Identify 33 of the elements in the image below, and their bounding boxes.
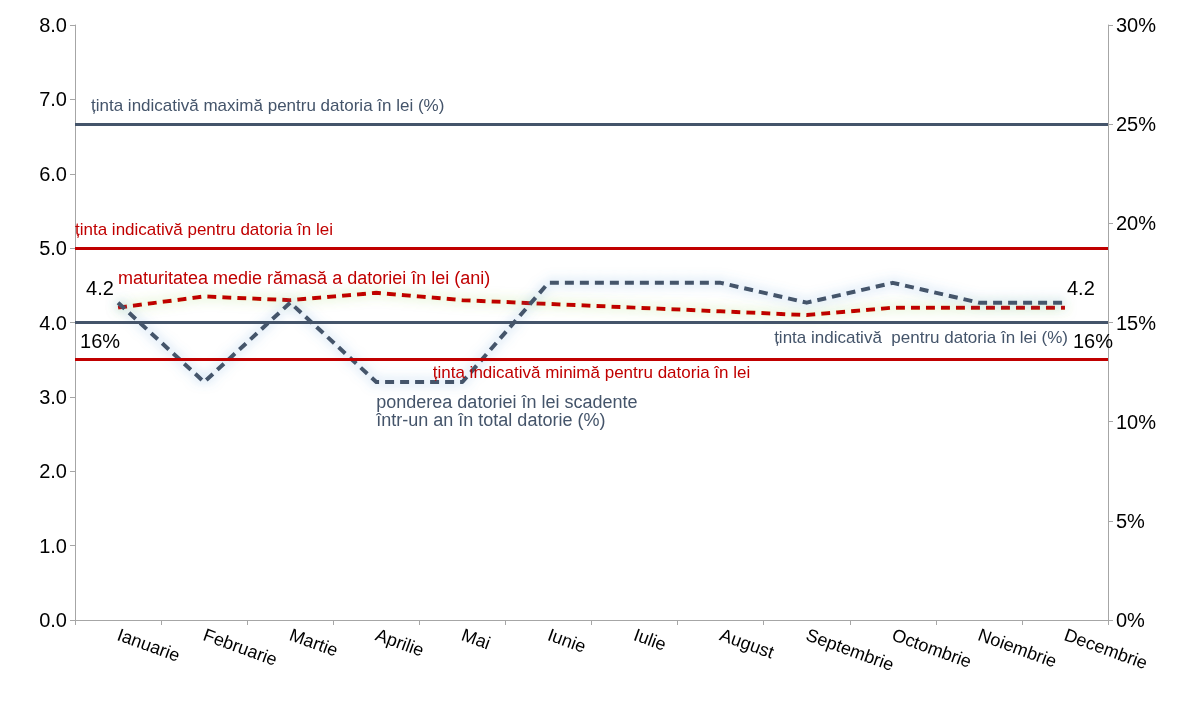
y-tick-label: 7.0 [39, 88, 67, 111]
x-tick-label: Martie [286, 624, 341, 661]
x-tick-label: Iulie [631, 624, 669, 655]
x-tick-label: August [717, 624, 777, 663]
y-tick-label: 8.0 [39, 14, 67, 36]
ref-line-label: ținta indicativă maximă pentru datoria în lei (%) [91, 96, 445, 116]
ref-line-label: ținta indicativă pentru datoria în lei (%) [774, 327, 1068, 347]
x-tick-label: Mai [458, 624, 494, 654]
y2-tick-label: 20% [1116, 212, 1157, 235]
data-label: 16% [80, 329, 121, 352]
y2-tick-label: 15% [1116, 311, 1157, 334]
y2-tick-label: 0% [1116, 609, 1146, 631]
x-tick-label: Iunie [545, 624, 589, 657]
y-tick-label: 0.0 [39, 609, 67, 631]
series-label: maturitatea medie rămasă a datoriei în lei (ani) [118, 267, 491, 288]
y2-tick-label: 10% [1116, 410, 1157, 433]
y-tick-label: 2.0 [39, 460, 67, 483]
series-label: ponderea datoriei în lei scadente într-un an în total datorie (%) [375, 392, 638, 431]
data-label: 4.2 [86, 276, 114, 299]
x-tick-label: Aprilie [372, 624, 427, 661]
y-tick-label: 5.0 [39, 237, 67, 260]
ref-line-label: ținta indicativă minimă pentru datoria în lei [432, 362, 751, 382]
y-tick-label: 1.0 [39, 534, 67, 557]
y2-tick-label: 5% [1116, 509, 1146, 532]
y-tick-label: 4.0 [39, 311, 67, 334]
y-tick-label: 3.0 [39, 385, 67, 408]
y2-tick-label: 30% [1116, 14, 1157, 36]
data-label: 4.2 [1066, 276, 1095, 299]
ref-line-label: ținta indicativă pentru datoria în lei [75, 220, 333, 240]
y2-tick-label: 25% [1116, 113, 1157, 136]
y-tick-label: 6.0 [39, 162, 67, 185]
data-label: 16% [1072, 329, 1114, 352]
line-series [116, 290, 1067, 318]
